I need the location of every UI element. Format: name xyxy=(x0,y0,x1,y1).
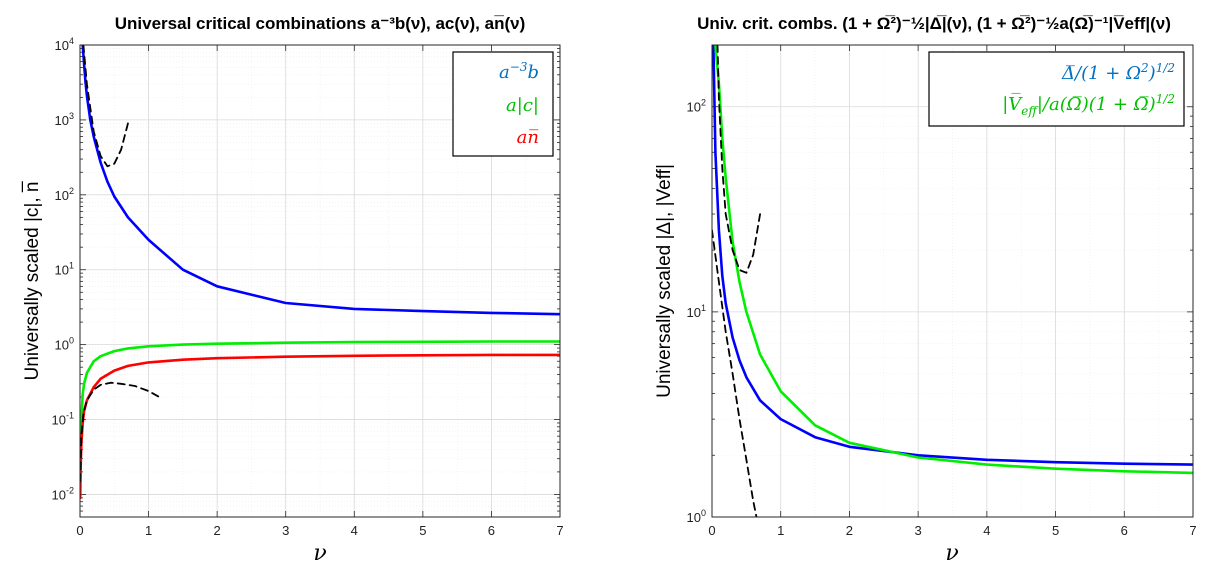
left-chart-series-dashed-line xyxy=(80,381,164,483)
left-chart-ytick-label: 103 xyxy=(55,111,74,128)
left-chart-xtick-label: 7 xyxy=(556,523,563,538)
left-chart-series-line xyxy=(81,45,560,316)
left-chart-series-dashed-line xyxy=(82,45,129,168)
right-chart-yticks: 100 101 102 xyxy=(687,98,706,525)
right-legend-box xyxy=(928,51,1185,127)
left-chart-xtick-label: 3 xyxy=(282,523,289,538)
right-chart-series-dashed-line xyxy=(712,229,758,517)
right-chart-ylabel: Universally scaled |Δ|, |Veff| xyxy=(654,164,675,398)
right-chart-legend: Δ̅/(1 + Ω2)1/2 |V̅eff|/a(Ω̅)(1 + Ω̅)1/2 xyxy=(928,51,1185,127)
left-chart-ytick-label: 100 xyxy=(55,336,74,353)
right-legend-delta-main: Δ̅/(1 + Ω xyxy=(1061,63,1141,84)
left-chart-xtick-label: 6 xyxy=(488,523,495,538)
right-legend-delta-sup1: 2 xyxy=(1140,61,1149,75)
right-chart-xlabel: ν xyxy=(945,541,958,566)
right-legend-delta-sup2: 1/2 xyxy=(1156,61,1175,75)
right-legend-entry-veff: |V̅eff|/a(Ω̅)(1 + Ω̅)1/2 xyxy=(1002,92,1175,118)
right-chart-xtick-label: 4 xyxy=(983,523,990,538)
right-chart-axes-frame xyxy=(711,44,1194,518)
right-legend-delta-mid: ) xyxy=(1148,63,1156,84)
left-legend-box xyxy=(452,51,554,157)
left-chart-ytick-label: 104 xyxy=(55,36,74,53)
right-chart-xtick-label: 7 xyxy=(1189,523,1196,538)
left-chart-legend: a−3b a|c| an̅ xyxy=(452,51,554,157)
left-legend-b-main: a xyxy=(499,62,510,83)
right-chart-xtick-label: 2 xyxy=(846,523,853,538)
left-chart-xtick-label: 2 xyxy=(214,523,221,538)
left-chart-axes-frame xyxy=(79,44,561,518)
left-chart-xtick-label: 0 xyxy=(76,523,83,538)
right-legend-veff-mid: |/a(Ω̅)(1 + Ω̅) xyxy=(1037,94,1156,115)
right-legend-entry-delta: Δ̅/(1 + Ω2)1/2 xyxy=(1061,61,1175,84)
right-chart: Univ. crit. combs. (1 + Ω̅²)⁻½|Δ̅|(ν), (… xyxy=(654,14,1197,566)
right-chart-ytick-label: 102 xyxy=(687,98,706,115)
left-chart: Universal critical combinations a⁻³b(ν),… xyxy=(22,14,564,566)
right-chart-title: Univ. crit. combs. (1 + Ω̅²)⁻½|Δ̅|(ν), (… xyxy=(697,14,1171,33)
left-chart-ytick-label: 102 xyxy=(55,186,74,203)
right-chart-series-line xyxy=(712,45,1193,466)
right-chart-xticks: 0 1 2 3 4 5 6 7 xyxy=(708,523,1196,538)
left-chart-ytick-label: 101 xyxy=(55,261,74,278)
right-chart-lines xyxy=(712,45,1193,517)
left-chart-xlabel: ν xyxy=(313,541,326,566)
right-chart-ytick-label: 100 xyxy=(687,508,706,525)
right-legend-veff-main: |V̅ xyxy=(1002,93,1023,115)
left-chart-series-line xyxy=(80,340,560,474)
right-chart-xtick-label: 1 xyxy=(777,523,784,538)
left-chart-xticks: 0 1 2 3 4 5 6 7 xyxy=(76,523,563,538)
left-chart-ylabel: Universally scaled |c|, n̅ xyxy=(22,181,43,381)
right-chart-xtick-label: 6 xyxy=(1121,523,1128,538)
left-chart-ytick-label: 10-1 xyxy=(52,411,74,428)
left-legend-entry-c: a|c| xyxy=(506,95,539,116)
right-legend-veff-sub: eff xyxy=(1021,104,1039,118)
left-chart-lines xyxy=(80,45,560,500)
left-chart-xtick-label: 4 xyxy=(351,523,358,538)
left-chart-xtick-label: 1 xyxy=(145,523,152,538)
right-chart-ytick-label: 101 xyxy=(687,303,706,320)
left-legend-b-sup: −3 xyxy=(510,60,528,74)
left-chart-ytick-label: 10-2 xyxy=(52,485,74,502)
right-chart-xtick-label: 0 xyxy=(708,523,715,538)
right-chart-xtick-label: 5 xyxy=(1052,523,1059,538)
right-chart-xtick-label: 3 xyxy=(915,523,922,538)
left-chart-title: Universal critical combinations a⁻³b(ν),… xyxy=(115,14,525,33)
left-legend-entry-n: an̅ xyxy=(517,127,539,148)
left-chart-yticks: 10-2 10-1 100 101 102 103 104 xyxy=(52,36,74,502)
left-legend-entry-b: a−3b xyxy=(499,60,539,83)
right-legend-veff-sup: 1/2 xyxy=(1156,92,1175,106)
right-chart-series-line xyxy=(714,45,1193,475)
right-chart-series-dashed-line xyxy=(716,45,761,274)
left-legend-b-tail: b xyxy=(527,62,539,83)
left-chart-xtick-label: 5 xyxy=(419,523,426,538)
